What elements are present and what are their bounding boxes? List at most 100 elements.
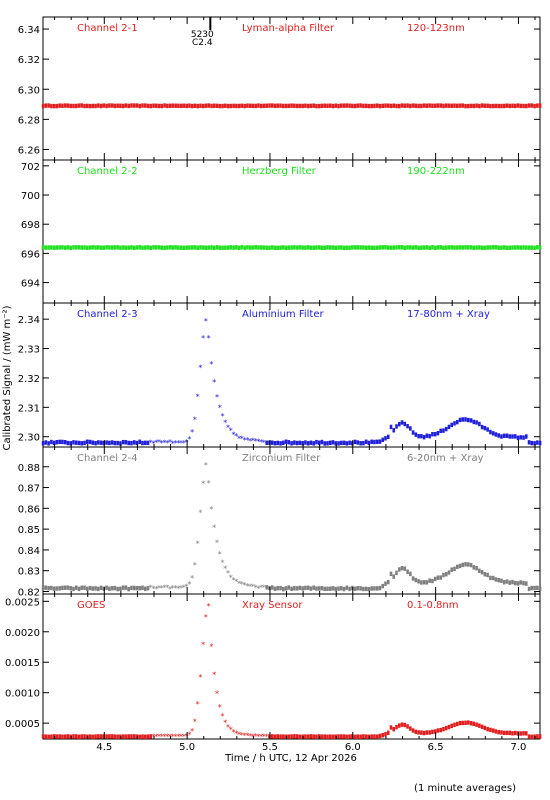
data-point: * xyxy=(201,479,205,488)
data-point xyxy=(295,734,299,739)
data-point: * xyxy=(207,602,211,611)
data-point xyxy=(94,586,97,591)
data-point xyxy=(342,440,346,445)
data-point: * xyxy=(162,584,166,593)
data-point xyxy=(431,103,434,108)
data-point xyxy=(494,103,498,109)
data-point xyxy=(108,586,111,592)
data-point xyxy=(422,245,426,250)
data-point xyxy=(353,103,357,109)
data-point: * xyxy=(185,732,189,741)
data-point xyxy=(444,245,448,250)
data-point xyxy=(483,572,487,577)
data-point: * xyxy=(256,437,260,446)
series-points: ****************************************… xyxy=(41,317,542,448)
data-point xyxy=(55,245,59,250)
data-point xyxy=(99,734,103,739)
data-point xyxy=(536,585,539,591)
data-point xyxy=(500,730,503,735)
data-point xyxy=(375,439,379,444)
data-point xyxy=(88,245,92,250)
data-point xyxy=(149,734,153,739)
data-point xyxy=(74,734,78,739)
data-point xyxy=(386,730,390,735)
data-point xyxy=(392,245,396,250)
data-point: * xyxy=(162,732,166,741)
data-point xyxy=(425,245,429,250)
data-point xyxy=(91,103,95,109)
data-point: * xyxy=(251,582,255,591)
data-point xyxy=(428,245,431,250)
data-point xyxy=(143,245,147,250)
data-point xyxy=(461,562,465,568)
data-point xyxy=(132,585,136,591)
data-point xyxy=(77,586,81,592)
data-point xyxy=(505,103,509,108)
data-point xyxy=(406,103,409,108)
data-point xyxy=(428,103,431,108)
data-point xyxy=(72,103,75,109)
data-point xyxy=(41,103,45,109)
data-point xyxy=(450,723,454,729)
data-point xyxy=(467,417,470,423)
data-point xyxy=(340,440,343,446)
data-point xyxy=(270,734,274,739)
data-point xyxy=(455,721,459,727)
data-point xyxy=(397,567,401,572)
data-point xyxy=(290,586,293,592)
data-point xyxy=(77,245,81,250)
data-point xyxy=(497,578,500,583)
data-point xyxy=(254,245,258,250)
data-point xyxy=(287,585,291,590)
data-point xyxy=(121,103,125,109)
x-tick-label: 7.0 xyxy=(511,742,527,753)
data-point xyxy=(433,431,437,437)
data-point xyxy=(301,245,304,250)
data-point xyxy=(146,245,150,250)
data-point xyxy=(276,103,280,108)
data-point xyxy=(52,103,56,109)
data-point xyxy=(411,430,415,435)
data-point xyxy=(356,586,360,591)
data-point xyxy=(69,103,73,109)
data-point: * xyxy=(245,732,249,741)
data-point xyxy=(58,734,61,739)
series-points: ****************************************… xyxy=(41,461,542,594)
data-point xyxy=(464,103,467,109)
data-point xyxy=(475,420,478,425)
data-point xyxy=(359,734,362,739)
data-point xyxy=(85,439,89,444)
data-point xyxy=(450,567,454,572)
data-point xyxy=(155,103,158,108)
data-point xyxy=(80,585,84,590)
data-point xyxy=(270,103,274,108)
data-point xyxy=(389,725,393,730)
data-point xyxy=(345,585,349,590)
data-point xyxy=(472,103,476,109)
y-tick-label: 0.0015 xyxy=(5,658,40,669)
data-point xyxy=(199,103,202,108)
data-point: * xyxy=(160,439,164,448)
data-point xyxy=(455,419,459,425)
data-point xyxy=(257,103,260,108)
data-point xyxy=(235,103,238,109)
data-point: * xyxy=(185,438,189,447)
data-point xyxy=(243,103,246,109)
data-point xyxy=(340,245,343,250)
data-point xyxy=(406,569,409,574)
data-point: * xyxy=(262,732,266,741)
data-point xyxy=(384,732,387,737)
data-point xyxy=(44,103,48,108)
data-point xyxy=(273,586,277,592)
data-point xyxy=(497,433,500,438)
data-point xyxy=(248,103,252,108)
data-point xyxy=(63,734,67,739)
data-point: * xyxy=(168,585,172,594)
data-point xyxy=(524,103,528,109)
data-point xyxy=(392,428,396,433)
data-point xyxy=(66,245,70,250)
data-point xyxy=(177,245,180,250)
data-point: * xyxy=(220,558,224,567)
data-point xyxy=(152,103,155,108)
data-point xyxy=(237,245,241,251)
